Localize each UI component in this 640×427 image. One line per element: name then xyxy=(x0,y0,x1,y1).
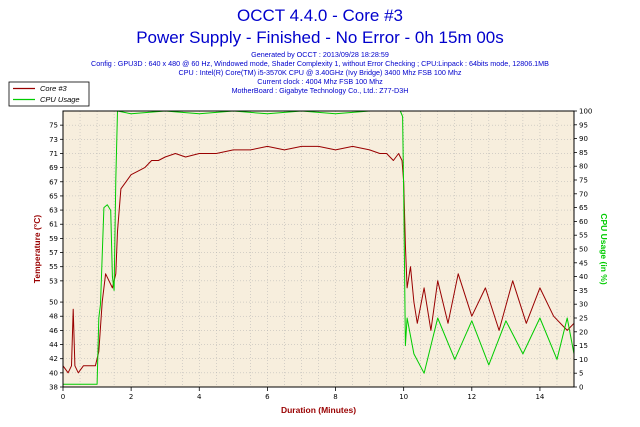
left-tick-label: 48 xyxy=(49,313,58,321)
legend-label-cpu-usage: CPU Usage xyxy=(40,95,80,104)
left-tick-label: 44 xyxy=(49,341,58,349)
x-tick-label: 0 xyxy=(61,393,65,401)
right-tick-label: 25 xyxy=(579,315,588,323)
x-tick-label: 8 xyxy=(333,393,337,401)
left-tick-label: 75 xyxy=(49,122,58,130)
left-tick-label: 42 xyxy=(49,355,58,363)
left-tick-label: 57 xyxy=(49,249,58,257)
right-tick-label: 40 xyxy=(579,273,588,281)
info-generated: Generated by OCCT : 2013/09/28 18:28:59 xyxy=(251,50,389,59)
info-cpu: CPU : Intel(R) Core(TM) i5-3570K CPU @ 3… xyxy=(179,68,462,77)
left-tick-label: 73 xyxy=(49,136,58,144)
series-line-core3 xyxy=(62,145,575,374)
left-tick-label: 61 xyxy=(49,221,58,229)
legend-label-core3: Core #3 xyxy=(40,84,68,93)
right-tick-label: 50 xyxy=(579,246,588,254)
x-tick-label: 2 xyxy=(129,393,133,401)
right-tick-label: 60 xyxy=(579,218,588,226)
left-tick-label: 50 xyxy=(49,299,58,307)
series-line-cpu-usage xyxy=(63,110,575,385)
left-tick-label: 55 xyxy=(49,263,58,271)
x-axis-label: Duration (Minutes) xyxy=(281,405,356,415)
x-tick-label: 6 xyxy=(265,393,270,401)
right-tick-label: 80 xyxy=(579,163,588,171)
series-layer xyxy=(62,110,575,385)
right-tick-label: 55 xyxy=(579,232,588,240)
left-tick-label: 38 xyxy=(49,384,58,392)
right-tick-label: 85 xyxy=(579,149,588,157)
right-tick-label: 70 xyxy=(579,190,588,198)
chart-title: OCCT 4.4.0 - Core #3 xyxy=(237,6,403,25)
info-motherboard: MotherBoard : Gigabyte Technology Co., L… xyxy=(232,86,409,95)
left-tick-label: 53 xyxy=(49,277,58,285)
left-tick-label: 59 xyxy=(49,235,58,243)
left-tick-label: 40 xyxy=(49,369,58,377)
left-tick-label: 46 xyxy=(49,327,58,335)
left-tick-label: 71 xyxy=(49,150,58,158)
right-tick-label: 100 xyxy=(579,108,592,116)
right-tick-label: 45 xyxy=(579,259,588,267)
right-tick-label: 65 xyxy=(579,204,588,212)
x-tick-label: 14 xyxy=(535,393,544,401)
left-tick-label: 63 xyxy=(49,207,58,215)
left-tick-label: 67 xyxy=(49,178,58,186)
right-tick-label: 15 xyxy=(579,342,588,350)
right-tick-label: 10 xyxy=(579,356,588,364)
legend-box xyxy=(8,81,90,107)
right-tick-label: 35 xyxy=(579,287,588,295)
right-tick-label: 20 xyxy=(579,328,588,336)
chart-subtitle: Power Supply - Finished - No Error - 0h … xyxy=(136,28,504,47)
info-config: Config : GPU3D : 640 x 480 @ 60 Hz, Wind… xyxy=(91,59,549,68)
right-tick-label: 30 xyxy=(579,301,588,309)
right-tick-label: 0 xyxy=(579,384,583,392)
right-tick-label: 5 xyxy=(579,370,583,378)
left-axis-label: Temperature (°C) xyxy=(32,215,42,284)
right-tick-label: 90 xyxy=(579,135,588,143)
info-clock: Current clock : 4004 Mhz FSB 100 Mhz xyxy=(257,77,383,86)
axis-ticks: 0 2 4 6 8 10 12 1438404244464850535557596163656… xyxy=(49,108,592,402)
right-axis-label: CPU Usage (in %) xyxy=(599,213,609,284)
x-tick-label: 10 xyxy=(399,393,408,401)
right-tick-label: 95 xyxy=(579,121,588,129)
right-tick-label: 75 xyxy=(579,177,588,185)
legend: Core #3 CPU Usage xyxy=(8,81,90,107)
x-tick-label: 12 xyxy=(467,393,476,401)
x-tick-label: 4 xyxy=(197,393,202,401)
grid-lines xyxy=(62,111,575,388)
left-tick-label: 69 xyxy=(49,164,58,172)
left-tick-label: 65 xyxy=(49,192,58,200)
